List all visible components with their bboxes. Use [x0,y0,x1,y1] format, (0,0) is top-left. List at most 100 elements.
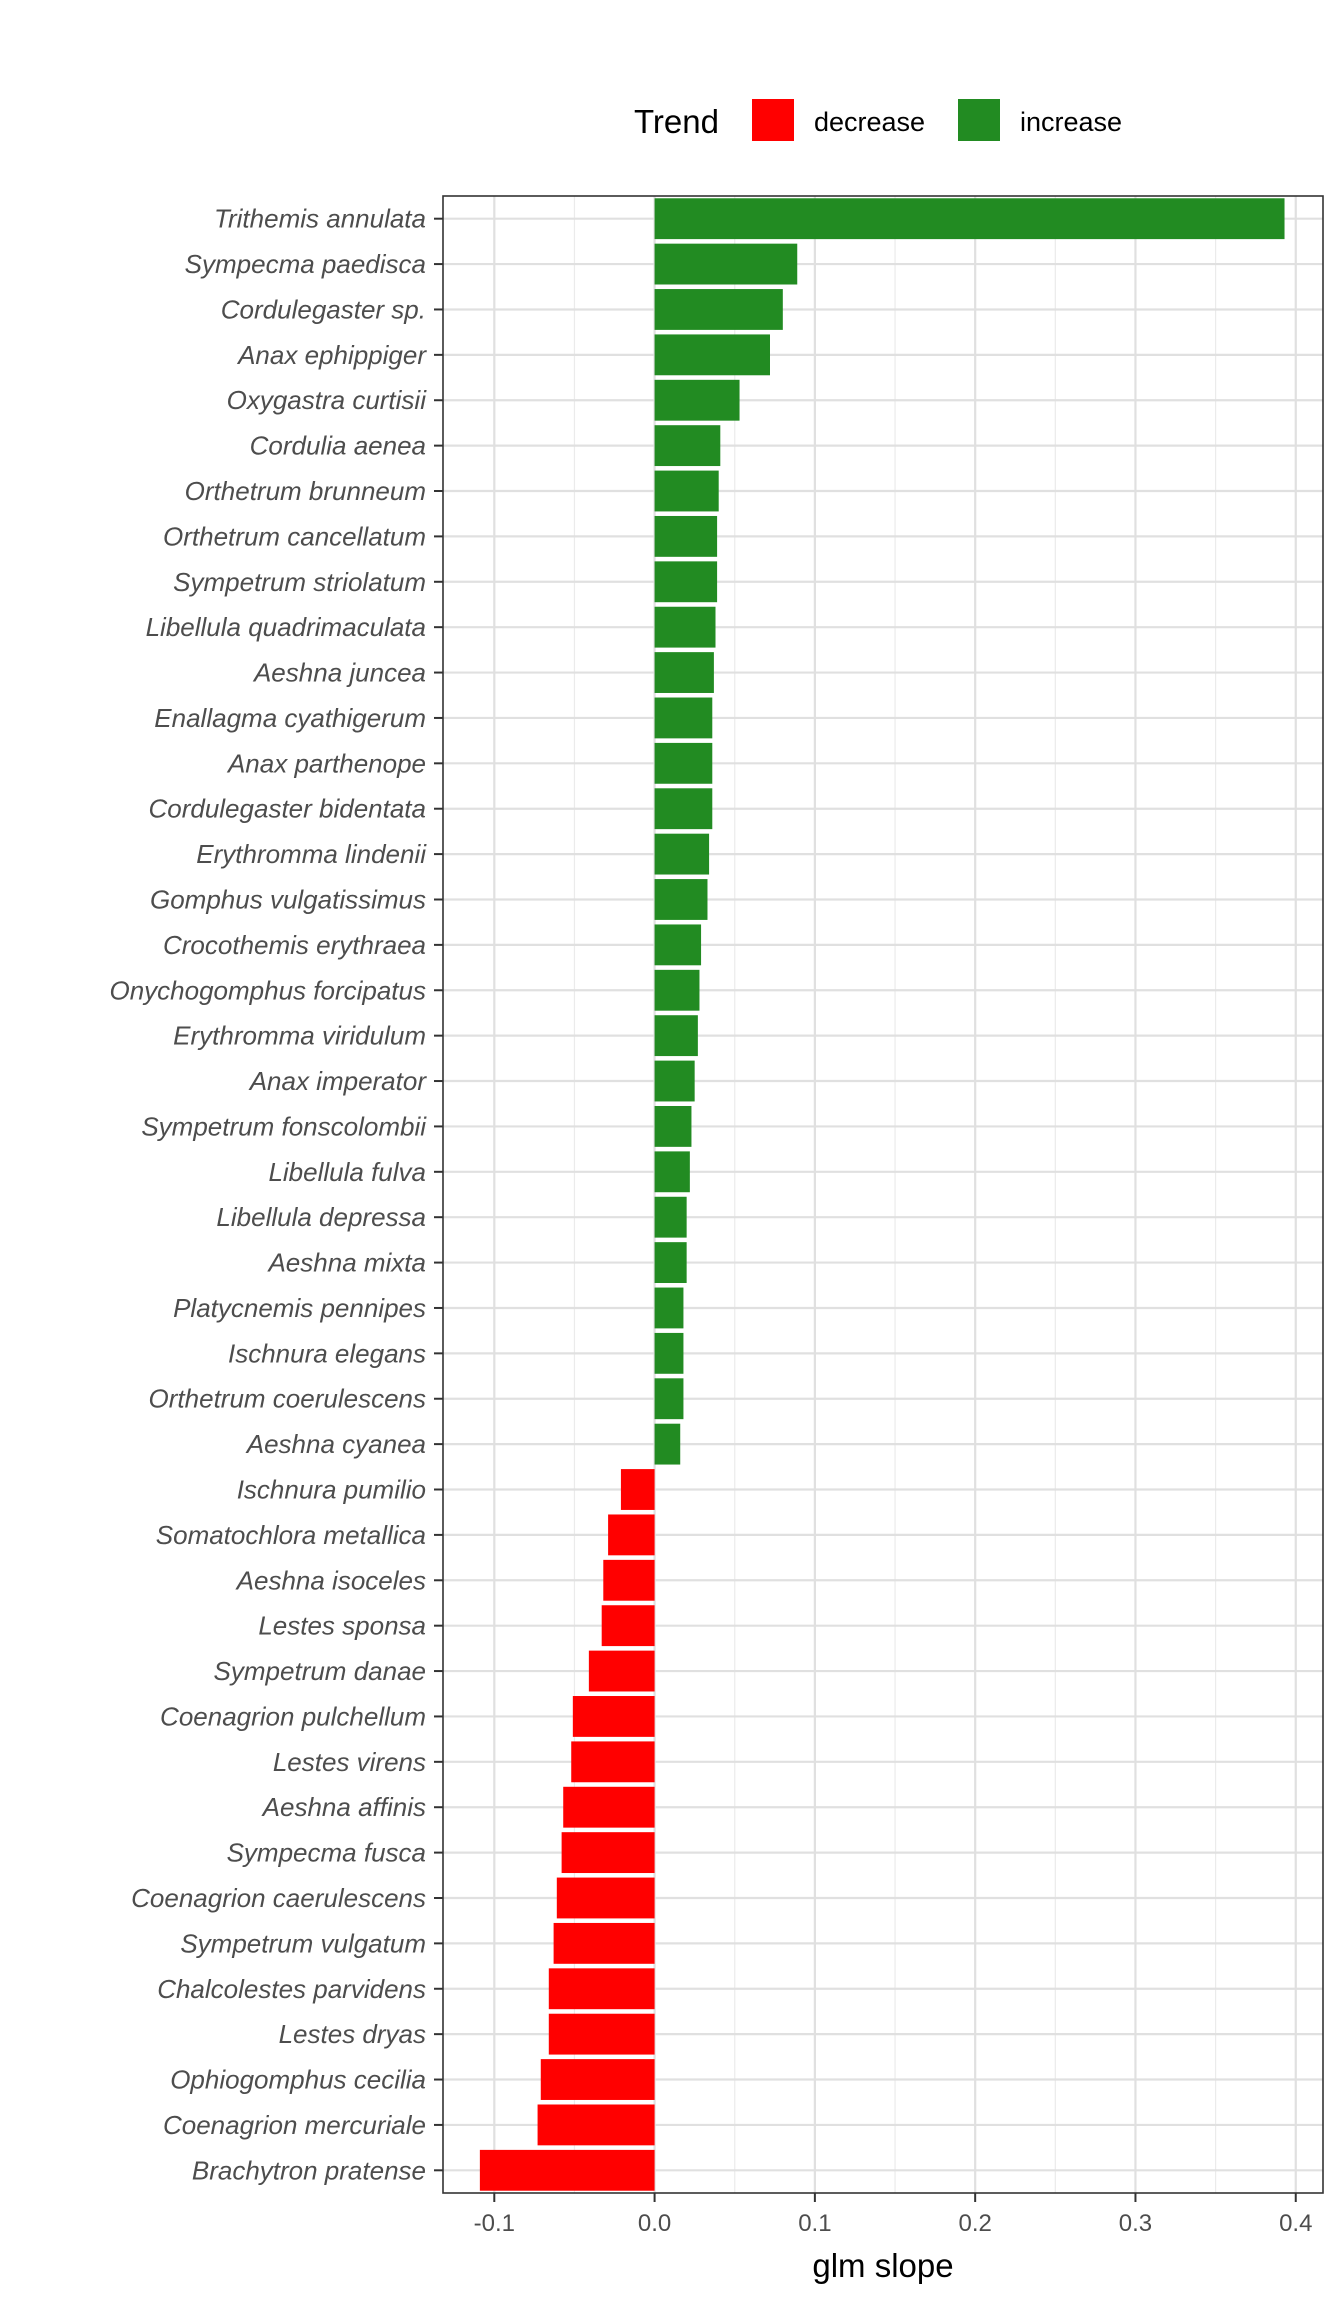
bar [654,334,770,376]
legend-swatch-increase [958,99,1000,141]
y-tick-label: Erythromma lindenii [196,839,427,869]
y-tick-label: Oxygastra curtisii [227,385,428,415]
plot-border [442,195,1324,2194]
y-tick-label: Ischnura pumilio [237,1475,426,1505]
y-tick-label: Libellula fulva [268,1157,426,1187]
y-tick-label: Aeshna cyanea [245,1429,426,1459]
y-tick-label: Coenagrion mercuriale [163,2110,426,2140]
bar [571,1741,655,1783]
bar [654,788,713,830]
bar [654,561,718,603]
x-tick-label: 0.4 [1279,2210,1312,2237]
bar [654,379,740,421]
y-tick-label: Coenagrion caerulescens [131,1883,426,1913]
y-tick-label: Trithemis annulata [214,204,426,234]
bar [654,742,713,784]
x-tick-label: 0.1 [798,2210,831,2237]
y-tick-label: Libellula quadrimaculata [146,612,426,642]
y-tick-label: Cordulegaster sp. [221,294,426,324]
bar [654,1105,692,1147]
legend: Trend decrease increase [634,99,1122,141]
y-tick-label: Coenagrion pulchellum [160,1701,426,1731]
bar [654,1151,690,1193]
y-tick-label: Sympetrum vulgatum [180,1928,426,1958]
y-tick-label: Orthetrum cancellatum [163,521,426,551]
x-tick-label: 0.3 [1119,2210,1152,2237]
y-tick-label: Aeshna isoceles [235,1565,426,1595]
bar [654,1378,684,1420]
bar [548,2013,655,2055]
bar [563,1786,655,1828]
plot-area: Trithemis annulata Sympecma paedisca Cordu… [109,195,1324,2237]
bar [654,425,721,467]
legend-label-decrease: decrease [814,107,925,137]
legend-title: Trend [634,103,719,140]
bar [537,2104,655,2146]
y-tick-label: Orthetrum brunneum [185,476,426,506]
y-tick-label: Ischnura elegans [228,1338,426,1368]
bar [588,1650,655,1692]
y-tick-label: Sympecma fusca [227,1838,426,1868]
y-tick-label: Orthetrum coerulescens [149,1384,426,1414]
bar [572,1696,655,1737]
bar [548,1968,655,2010]
legend-swatch-decrease [752,99,794,141]
bar [553,1922,655,1964]
x-axis-title: glm slope [812,2247,953,2284]
y-tick-label: Anax parthenope [226,748,426,778]
bar [654,1332,684,1374]
bar [654,515,718,557]
y-tick-label: Sympetrum danae [214,1656,426,1686]
bar [479,2149,655,2191]
y-tick-label: Libellula depressa [216,1202,426,1232]
bar [654,1015,698,1057]
bar [603,1559,655,1601]
bar [654,1287,684,1329]
y-tick-label: Sympetrum striolatum [173,567,426,597]
bar [654,1060,695,1102]
bar [561,1832,655,1874]
y-tick-label: Brachytron pratense [192,2155,426,2185]
bar [654,697,713,739]
bar [654,924,702,966]
bar [601,1605,655,1647]
y-tick-label: Onychogomphus forcipatus [109,975,426,1005]
bar [654,606,716,648]
legend-label-increase: increase [1020,107,1122,137]
y-tick-label: Enallagma cyathigerum [154,703,426,733]
y-tick-label: Aeshna mixta [266,1248,426,1278]
bar [654,1196,687,1238]
y-tick-label: Aeshna juncea [252,658,426,688]
bar [654,879,708,920]
y-tick-label: Crocothemis erythraea [163,930,426,960]
bar [654,833,710,875]
y-tick-label: Chalcolestes parvidens [157,1974,426,2004]
bar [654,289,783,330]
y-tick-label: Cordulia aenea [250,431,426,461]
bar [654,1242,687,1284]
y-tick-label: Sympetrum fonscolombii [141,1111,427,1141]
y-tick-label: Cordulegaster bidentata [148,794,426,824]
y-tick-label: Aeshna affinis [261,1792,426,1822]
bar [540,2059,655,2100]
x-tick-label: 0.2 [958,2210,991,2237]
y-tick-label: Anax ephippiger [236,340,427,370]
bar [608,1514,655,1556]
y-tick-label: Lestes sponsa [258,1611,426,1641]
y-tick-label: Ophiogomphus cecilia [170,2065,426,2095]
y-tick-label: Sympecma paedisca [185,249,426,279]
bar [620,1469,655,1510]
bar [654,470,719,512]
y-tick-label: Lestes virens [273,1747,426,1777]
y-tick-label: Lestes dryas [279,2019,426,2049]
y-tick-label: Somatochlora metallica [156,1520,426,1550]
bar [654,198,1285,240]
bar [654,969,700,1011]
bar [654,1423,681,1465]
y-tick-label: Anax imperator [248,1066,428,1096]
bar [654,652,714,693]
y-tick-label: Erythromma viridulum [173,1021,426,1051]
x-tick-label: -0.1 [474,2210,515,2237]
x-tick-label: 0.0 [638,2210,671,2237]
